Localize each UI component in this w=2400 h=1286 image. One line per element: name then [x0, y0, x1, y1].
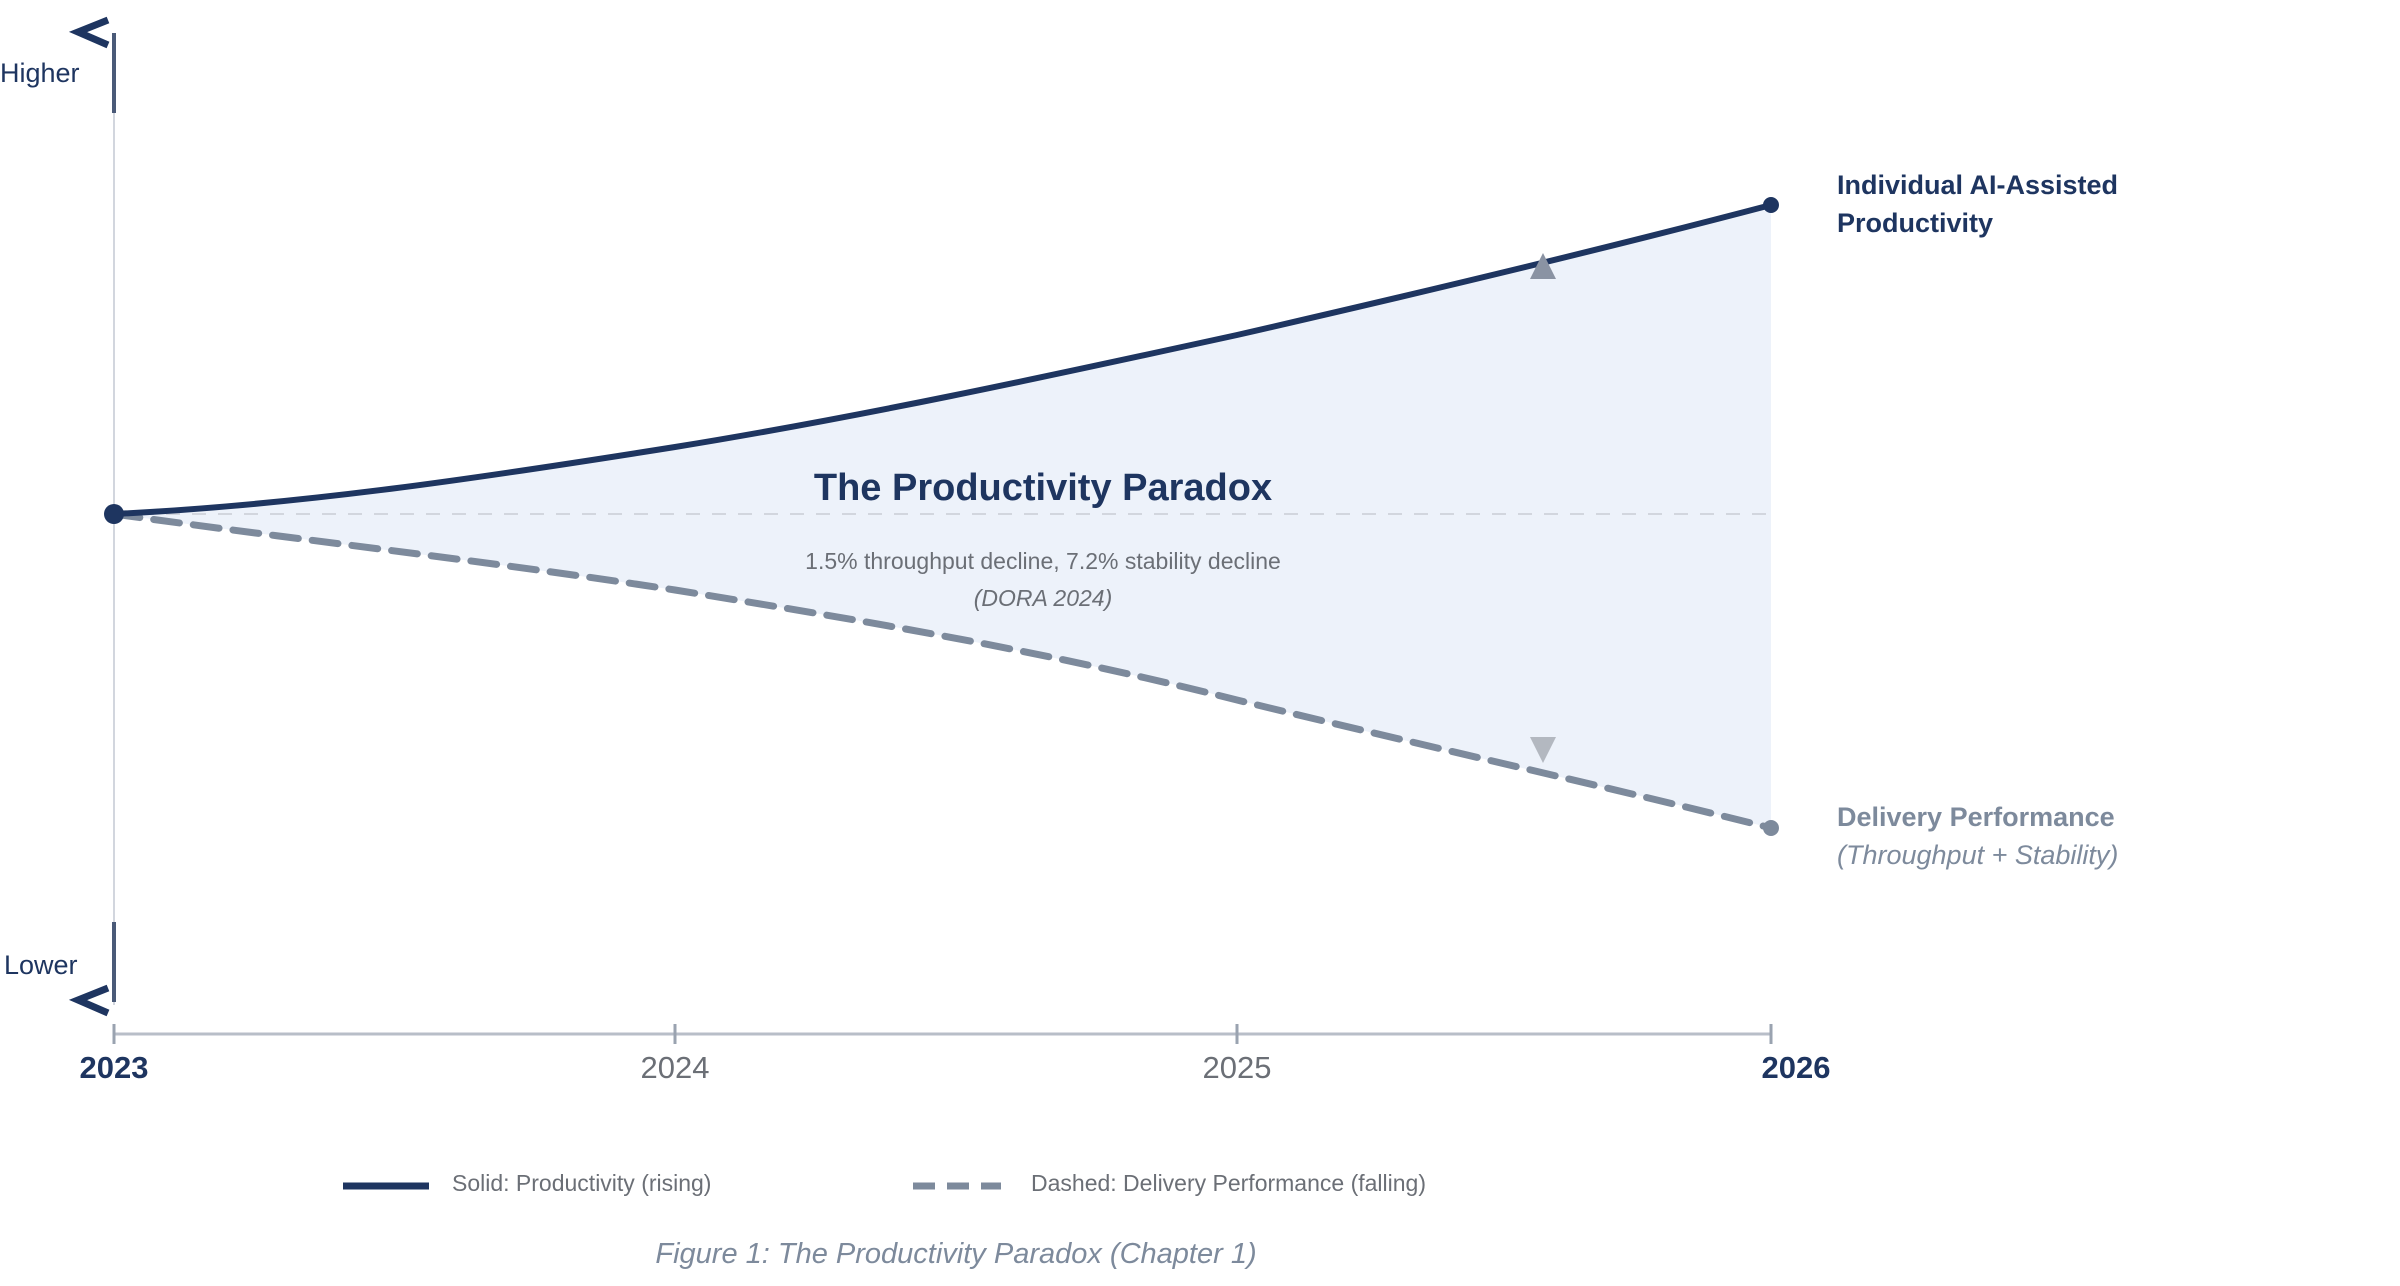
- chart-subtitle-text: 1.5% throughput decline, 7.2% stability …: [805, 548, 1281, 574]
- paradox-gap-fill: [114, 205, 1771, 828]
- x-tick-label-2024: 2024: [640, 1050, 710, 1085]
- productivity-end-label-line2: Productivity: [1837, 208, 1994, 238]
- figure-caption: Figure 1: The Productivity Paradox (Chap…: [655, 1238, 1257, 1270]
- x-tick-label-2026: 2026: [1761, 1050, 1831, 1085]
- productivity-line: [113, 202, 1772, 517]
- delivery-end-point: [1763, 820, 1779, 836]
- chart-title: The Productivity Paradox: [813, 467, 1273, 509]
- productivity-end-point: [1763, 197, 1779, 213]
- up-triangle-icon: [1530, 253, 1556, 279]
- chevron-up-icon: [68, 16, 110, 49]
- y-axis-bottom-label: Lower: [4, 950, 78, 980]
- productivity-end-label: Individual AI-Assisted Productivity: [1837, 166, 2118, 242]
- legend-dashed-label: Dashed: Delivery Performance (falling): [1031, 1170, 1426, 1196]
- x-tick-label-2025: 2025: [1202, 1050, 1272, 1085]
- delivery-end-label: Delivery Performance (Throughput + Stabi…: [1837, 798, 2118, 874]
- chart-subtitle-citation: (DORA 2024): [973, 585, 1113, 611]
- delivery-performance-line: [110, 510, 1775, 832]
- delivery-end-label-line2: (Throughput + Stability): [1837, 840, 2119, 870]
- x-tick-label-2023: 2023: [79, 1050, 149, 1085]
- productivity-end-label-line1: Individual AI-Assisted: [1837, 170, 2119, 200]
- legend-solid-label: Solid: Productivity (rising): [452, 1170, 712, 1196]
- down-triangle-icon: [1530, 737, 1556, 763]
- delivery-end-label-line1: Delivery Performance: [1837, 802, 2115, 832]
- chart-subtitle: 1.5% throughput decline, 7.2% stability …: [805, 543, 1281, 617]
- legend-item-solid: Solid: Productivity (rising): [452, 1170, 711, 1197]
- start-point: [104, 504, 124, 524]
- chevron-down-icon: [68, 984, 110, 1017]
- y-axis-top-label: Higher: [0, 58, 80, 88]
- legend-item-dashed: Dashed: Delivery Performance (falling): [1031, 1170, 1426, 1197]
